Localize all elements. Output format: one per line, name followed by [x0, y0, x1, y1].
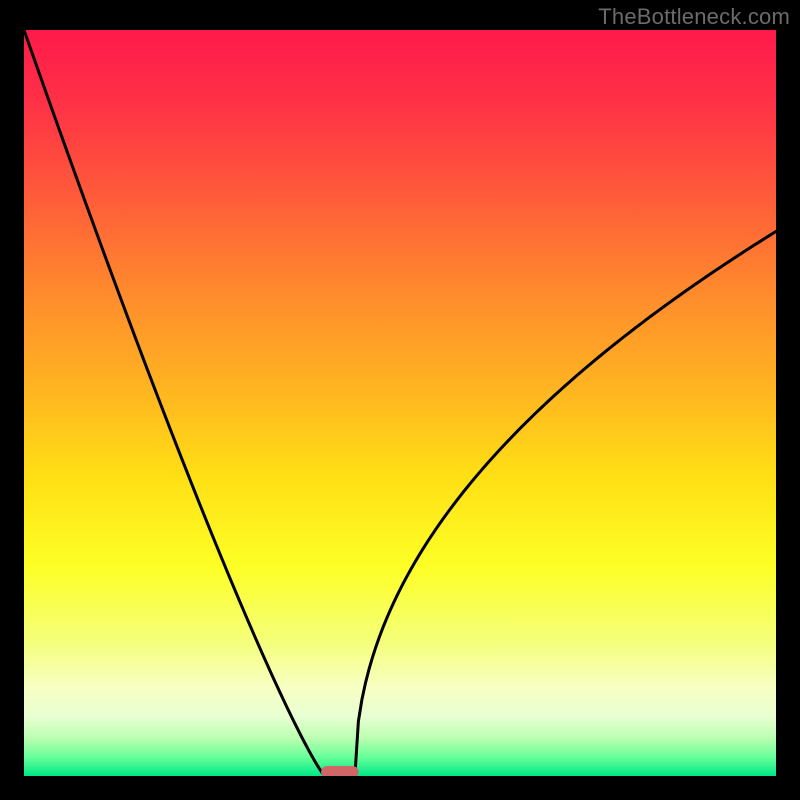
figure-container: TheBottleneck.com: [0, 0, 800, 800]
plot-background: [24, 30, 776, 776]
watermark-text: TheBottleneck.com: [598, 4, 790, 30]
bottleneck-marker: [321, 766, 359, 776]
plot-area: [24, 30, 776, 776]
plot-svg: [24, 30, 776, 776]
